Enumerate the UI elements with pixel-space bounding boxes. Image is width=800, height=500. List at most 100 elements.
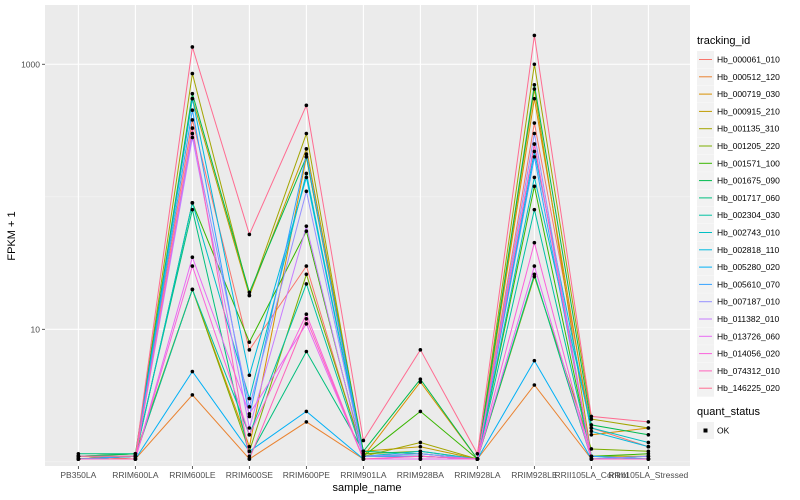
data-point [190, 91, 195, 96]
legend-label: Hb_000512_120 [717, 72, 780, 82]
legend-key-point [703, 428, 708, 433]
y-axis: 10 1000 [21, 59, 45, 334]
data-point [418, 377, 423, 382]
data-point [133, 451, 138, 456]
data-point [190, 96, 195, 101]
data-point [532, 121, 537, 125]
legend-label: Hb_074312_010 [717, 366, 780, 376]
legend: tracking_id Hb_000061_010 Hb_000512_120 Hb… [697, 35, 780, 439]
legend-label: Hb_000719_030 [717, 89, 780, 99]
data-point [589, 454, 594, 459]
data-point [304, 103, 309, 108]
legend-label: Hb_007187_010 [717, 297, 780, 307]
data-point [304, 349, 309, 354]
grid-major [45, 5, 690, 466]
data-point [532, 155, 537, 159]
legend-label: Hb_002304_030 [717, 210, 780, 220]
x-axis: PB350LA RRIM600LA RRIM600LE RRIM600SE RRIM60… [60, 466, 689, 480]
data-point [532, 142, 537, 146]
data-point [247, 232, 252, 237]
data-point [532, 33, 537, 38]
data-point [190, 126, 195, 130]
x-tick-label: RRIM600PE [283, 470, 331, 480]
data-point [190, 255, 195, 260]
data-point [304, 264, 309, 268]
data-point [532, 184, 537, 189]
data-point [646, 457, 651, 461]
legend-label: OK [717, 426, 730, 436]
data-point [304, 171, 309, 176]
legend-label: Hb_005280_020 [717, 262, 780, 272]
data-point [247, 293, 252, 298]
legend-label: Hb_001717_060 [717, 193, 780, 203]
data-point [304, 229, 309, 233]
data-point [589, 423, 594, 427]
x-tick-label: RRIM600SE [226, 470, 274, 480]
data-point [247, 373, 252, 378]
data-point [532, 358, 537, 363]
data-point [361, 449, 366, 454]
data-point [589, 432, 594, 437]
data-point [190, 45, 195, 49]
data-point [646, 440, 651, 445]
legend-label: Hb_146225_020 [717, 383, 780, 393]
legend-label: Hb_001571_100 [717, 158, 780, 168]
data-point [247, 396, 252, 401]
data-point [247, 449, 252, 454]
data-point [304, 224, 309, 228]
data-point [361, 457, 366, 461]
data-point [475, 451, 480, 456]
x-tick-label: RRIM600LE [169, 470, 216, 480]
data-point [589, 457, 594, 461]
data-point [532, 207, 537, 212]
data-point [247, 432, 252, 437]
data-point [133, 457, 138, 461]
x-tick-label: PB350LA [60, 470, 96, 480]
data-point [646, 426, 651, 430]
data-point [304, 131, 309, 136]
data-point [475, 457, 480, 461]
legend-label: Hb_001675_090 [717, 176, 780, 186]
data-point [304, 420, 309, 424]
x-tick-label: RRIM928LE [511, 470, 558, 480]
data-point [418, 409, 423, 414]
data-point [304, 152, 309, 156]
y-tick-label: 10 [31, 324, 41, 334]
x-tick-label: RRII105LA_Control [555, 470, 629, 480]
data-point [418, 348, 423, 352]
data-point [190, 135, 195, 140]
data-point [247, 412, 252, 416]
data-point [190, 264, 195, 268]
data-point [589, 417, 594, 421]
x-tick-label: RRII105LA_Stressed [608, 470, 688, 480]
data-point [361, 438, 366, 443]
x-tick-label: RRIM600LA [112, 470, 159, 480]
plot-panel [45, 5, 690, 466]
data-point [304, 282, 309, 286]
y-tick-label: 1000 [21, 59, 40, 69]
data-point [532, 149, 537, 154]
data-point [247, 340, 252, 344]
data-point [190, 393, 195, 397]
legend-label: Hb_001205_220 [717, 141, 780, 151]
data-point [304, 272, 309, 277]
data-point [190, 201, 195, 205]
data-point [361, 454, 366, 459]
data-point [304, 147, 309, 151]
data-point [418, 457, 423, 461]
data-point [646, 432, 651, 437]
data-point [589, 447, 594, 451]
legend-label: Hb_002818_110 [717, 245, 780, 255]
legend-label: Hb_000915_210 [717, 106, 780, 116]
data-point [304, 155, 309, 159]
data-point [76, 454, 81, 459]
legend-color-title: tracking_id [697, 35, 750, 47]
x-axis-title: sample_name [332, 482, 401, 494]
data-point [532, 62, 537, 67]
data-point [304, 322, 309, 326]
y-axis-title: FPKM + 1 [6, 211, 18, 260]
data-point [247, 348, 252, 352]
data-point [418, 454, 423, 459]
data-point [418, 440, 423, 445]
data-point [532, 175, 537, 180]
